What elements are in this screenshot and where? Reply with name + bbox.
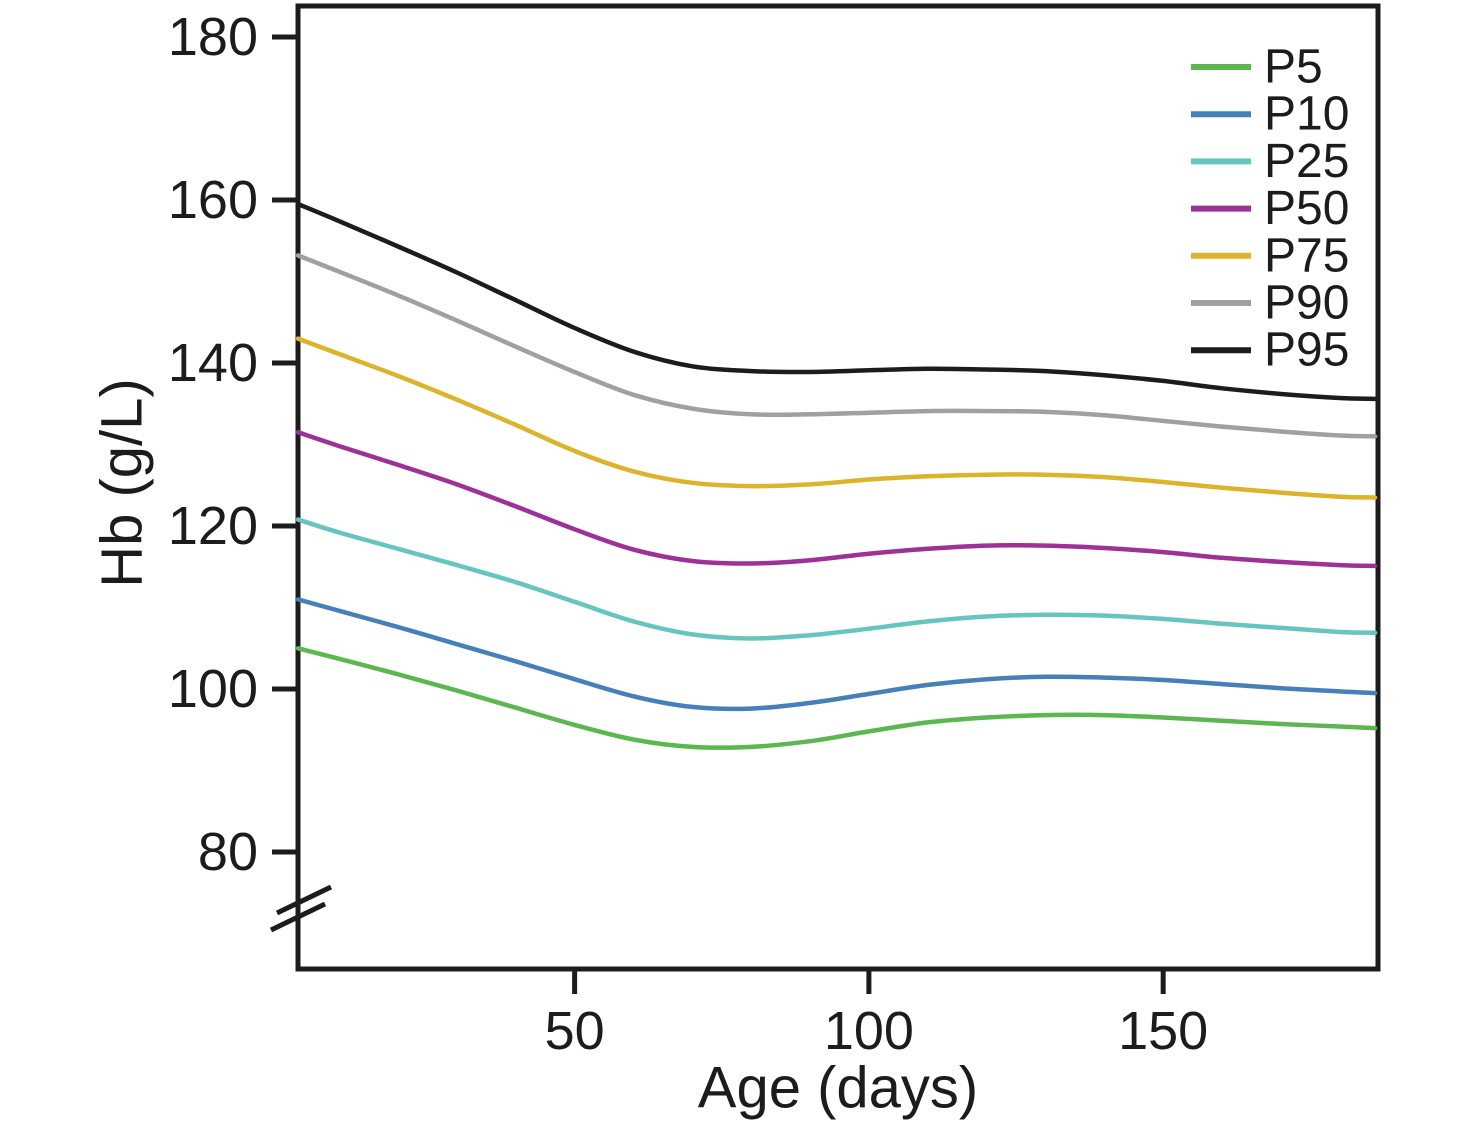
y-tick-label: 140 — [168, 333, 258, 393]
x-tick-label: 100 — [824, 1001, 914, 1061]
series-line-p5 — [295, 646, 1378, 750]
y-tick-label: 180 — [168, 7, 258, 67]
y-tick-label: 160 — [168, 170, 258, 230]
legend-label-p90: P90 — [1264, 277, 1349, 330]
y-axis-title: Hb (g/L) — [90, 378, 155, 588]
y-tick-label: 100 — [168, 659, 258, 719]
x-tick-label: 50 — [545, 1001, 605, 1061]
axis-break-mark — [269, 901, 327, 933]
legend-label-p25: P25 — [1264, 135, 1349, 188]
series-line-p10 — [295, 597, 1378, 712]
y-tick-label: 120 — [168, 496, 258, 556]
series-line-p50 — [295, 430, 1378, 569]
legend-label-p10: P10 — [1264, 88, 1349, 141]
legend-label-p95: P95 — [1264, 324, 1349, 377]
plot-border — [295, 3, 1381, 972]
series-line-p75 — [295, 336, 1378, 500]
series-line-p95 — [295, 201, 1378, 402]
axis-break-mark — [275, 884, 333, 916]
x-tick-label: 150 — [1118, 1001, 1208, 1061]
legend-label-p50: P50 — [1264, 182, 1349, 235]
series-line-p25 — [295, 517, 1378, 641]
y-tick-label: 80 — [198, 822, 258, 882]
x-axis-title: Age (days) — [698, 1056, 978, 1121]
legend-label-p75: P75 — [1264, 229, 1349, 282]
legend-label-p5: P5 — [1264, 41, 1323, 94]
series-line-p90 — [295, 253, 1378, 439]
